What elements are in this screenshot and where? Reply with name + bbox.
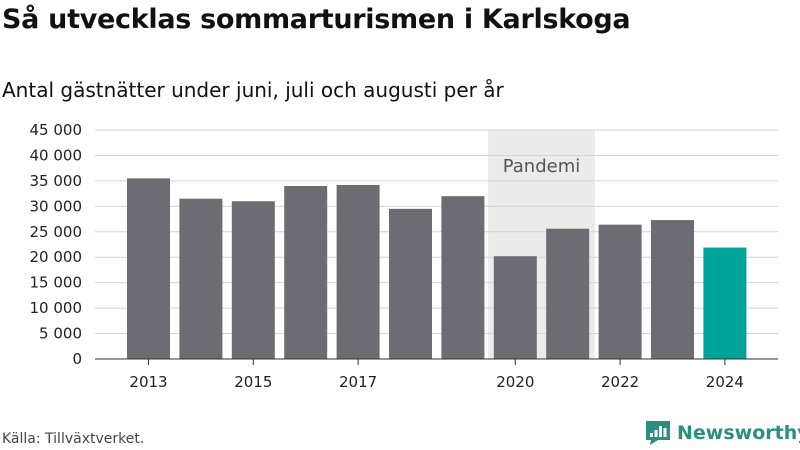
bar [127, 178, 170, 359]
bar [493, 256, 537, 359]
x-tick-label: 2024 [706, 373, 744, 391]
newsworthy-logo-icon [646, 421, 670, 445]
bar [231, 201, 275, 359]
bar [389, 208, 432, 359]
y-tick-label: 5 000 [39, 325, 82, 343]
x-tick-label: 2020 [496, 373, 534, 391]
y-tick-label: 20 000 [30, 248, 83, 266]
y-tick-label: 45 000 [30, 121, 83, 139]
y-tick-label: 25 000 [30, 223, 83, 241]
pandemic-label: Pandemi [503, 156, 581, 177]
bar [336, 184, 380, 359]
bar [546, 228, 590, 359]
chart-title: Så utvecklas sommarturismen i Karlskoga [2, 4, 631, 35]
x-tick-label: 2017 [339, 373, 377, 391]
x-tick-label: 2022 [601, 373, 639, 391]
brand-name: Newsworthy [677, 422, 800, 444]
brand-logo: Newsworthy [645, 420, 800, 446]
y-tick-label: 35 000 [30, 172, 83, 190]
bar [441, 196, 485, 359]
x-tick-label: 2013 [129, 373, 167, 391]
y-tick-label: 40 000 [30, 146, 83, 164]
y-tick-label: 0 [72, 350, 82, 368]
bar [598, 224, 642, 359]
source-note: Källa: Tillväxtverket. [2, 431, 145, 447]
x-tick-label: 2015 [234, 373, 272, 391]
bar [703, 247, 747, 359]
y-tick-label: 15 000 [30, 274, 83, 292]
bar [284, 185, 328, 359]
bar [179, 198, 223, 359]
y-tick-label: 10 000 [30, 299, 83, 317]
bar [651, 220, 694, 359]
chart-subtitle: Antal gästnätter under juni, juli och au… [2, 78, 504, 102]
y-tick-label: 30 000 [30, 197, 83, 215]
